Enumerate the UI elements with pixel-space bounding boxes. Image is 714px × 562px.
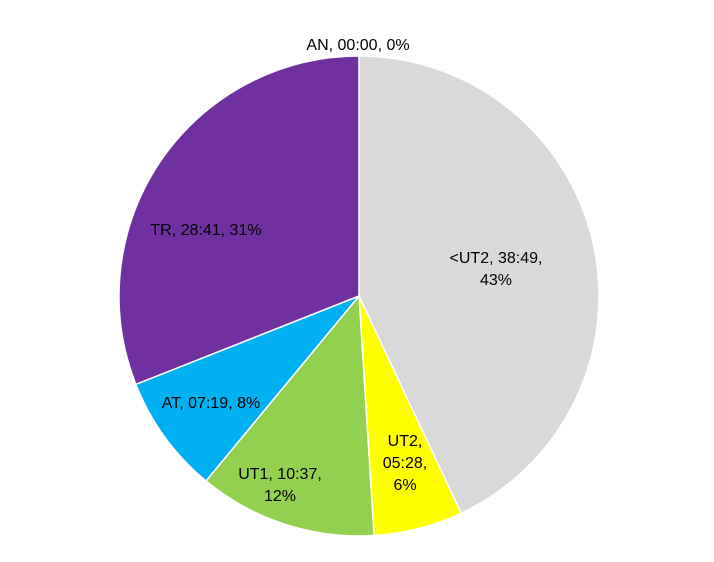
pie-slices: [118, 55, 600, 537]
data-label-at: AT, 07:19, 8%: [162, 395, 260, 412]
pie-slice-ut2: [358, 55, 600, 515]
pie-labels: <UT2, 38:49, 43% UT2, 05:28, 6% UT1, 10:37, 12…: [150, 37, 542, 505]
data-label-ut2: UT2, 05:28, 6%: [383, 433, 427, 494]
pie-slice-ut1: [204, 294, 375, 537]
pie-slice-tr: [118, 55, 360, 386]
data-label-an: AN, 00:00, 0%: [306, 37, 409, 54]
data-label-ut1: UT1, 10:37, 12%: [238, 466, 322, 505]
data-label-tr: TR, 28:41, 31%: [150, 222, 261, 239]
pie-slice-at: [134, 295, 360, 482]
data-label-ut2: <UT2, 38:49, 43%: [450, 250, 543, 289]
